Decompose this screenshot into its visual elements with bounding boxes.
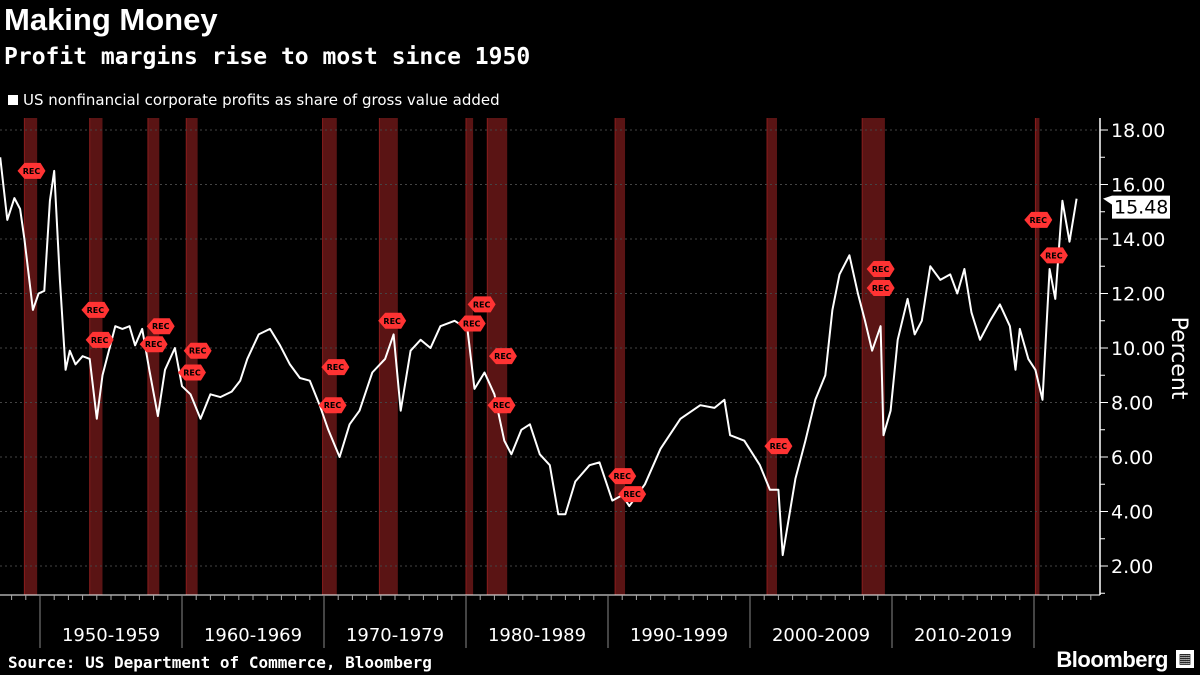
y-tick-label: 6.00 <box>1111 447 1153 469</box>
last-value-badge <box>1103 195 1170 219</box>
rec-marker <box>488 348 517 365</box>
rec-marker-label: REC <box>383 317 401 326</box>
rec-marker <box>866 260 895 277</box>
rec-marker <box>81 301 110 318</box>
recession-band <box>1035 118 1040 595</box>
rec-marker-label: REC <box>23 167 41 176</box>
y-tick-label: 12.00 <box>1111 284 1165 306</box>
rec-marker-label: REC <box>872 284 890 293</box>
rec-marker <box>318 397 347 414</box>
rec-marker <box>139 336 168 353</box>
chart-subtitle: Profit margins rise to most since 1950 <box>4 44 531 70</box>
recession-band <box>147 118 160 595</box>
legend: US nonfinancial corporate profits as sha… <box>8 91 500 109</box>
rec-marker-label: REC <box>183 369 201 378</box>
rec-marker <box>378 312 407 329</box>
rec-marker-label: REC <box>463 319 481 328</box>
rec-marker-label: REC <box>493 401 511 410</box>
rec-marker <box>85 331 114 348</box>
x-tick-label: 2010-2019 <box>914 625 1012 646</box>
rec-marker <box>1039 247 1068 264</box>
rec-marker <box>618 486 647 503</box>
rec-marker-label: REC <box>145 340 163 349</box>
y-tick-label: 8.00 <box>1111 393 1153 415</box>
rec-marker-label: REC <box>872 265 890 274</box>
legend-label: US nonfinancial corporate profits as sha… <box>23 91 500 109</box>
y-tick-label: 16.00 <box>1111 175 1165 197</box>
rec-marker-label: REC <box>87 306 105 315</box>
x-tick-label: 1990-1999 <box>630 625 728 646</box>
rec-marker-label: REC <box>91 336 109 345</box>
recession-band <box>322 118 337 595</box>
x-tick-label: 1960-1969 <box>204 625 302 646</box>
rec-marker <box>457 315 486 332</box>
recession-band <box>615 118 626 595</box>
brand-logo: Bloomberg <box>1056 647 1168 672</box>
recession-band <box>379 118 398 595</box>
bloomberg-terminal-icon: ▦ <box>1176 650 1194 668</box>
recession-band <box>466 118 474 595</box>
rec-marker <box>146 318 175 335</box>
recession-band <box>767 118 777 595</box>
y-tick-label: 10.00 <box>1111 338 1165 360</box>
rec-marker-label: REC <box>324 401 342 410</box>
rec-marker <box>183 342 212 359</box>
rec-marker <box>487 397 516 414</box>
rec-marker-label: REC <box>473 300 491 309</box>
x-tick-label: 1950-1959 <box>62 625 160 646</box>
rec-marker-label: REC <box>152 322 170 331</box>
rec-marker-label: REC <box>770 442 788 451</box>
y-axis-title: Percent <box>1166 317 1191 400</box>
y-tick-label: 14.00 <box>1111 229 1165 251</box>
x-tick-label: 2000-2009 <box>772 625 870 646</box>
rec-marker <box>1024 211 1053 228</box>
rec-marker <box>177 364 206 381</box>
recession-band <box>89 118 103 595</box>
rec-marker <box>467 296 496 313</box>
rec-marker-label: REC <box>494 352 512 361</box>
rec-marker-label: REC <box>1045 251 1063 260</box>
recession-band <box>24 118 38 595</box>
x-tick-label: 1980-1989 <box>488 625 586 646</box>
rec-marker <box>764 438 793 455</box>
series-line <box>0 157 1078 557</box>
x-tick-label: 1970-1979 <box>346 625 444 646</box>
rec-marker <box>866 280 895 297</box>
rec-marker-label: REC <box>327 363 345 372</box>
chart-title: Making Money <box>4 2 218 37</box>
recession-band <box>862 118 885 595</box>
source-note: Source: US Department of Commerce, Bloom… <box>8 653 432 672</box>
rec-marker-label: REC <box>613 472 631 481</box>
rec-marker <box>321 359 350 376</box>
rec-marker <box>608 468 637 485</box>
legend-swatch <box>8 95 18 105</box>
y-tick-label: 18.00 <box>1111 120 1165 142</box>
y-tick-label: 2.00 <box>1111 556 1153 578</box>
y-tick-label: 4.00 <box>1111 502 1153 524</box>
rec-marker-label: REC <box>189 347 207 356</box>
rec-marker-label: REC <box>623 490 641 499</box>
rec-marker-label: REC <box>1030 216 1048 225</box>
rec-marker <box>17 162 46 179</box>
last-value-label: 15.48 <box>1114 197 1168 219</box>
